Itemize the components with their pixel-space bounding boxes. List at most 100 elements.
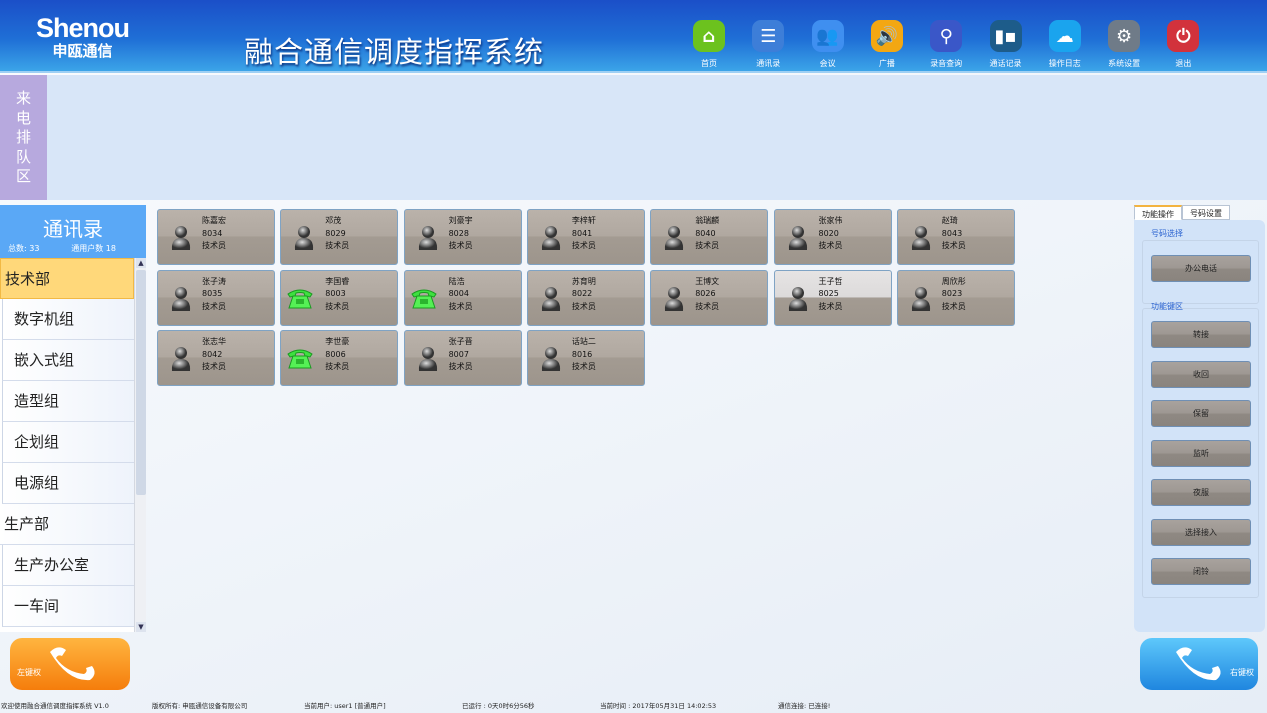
right-key-label: 右键权	[1230, 668, 1254, 677]
function-button[interactable]: 选择接入	[1151, 518, 1251, 546]
extension-card[interactable]: 陆浩 8004 技术员	[403, 269, 522, 326]
function-key-group: 功能键区 转接 收回 保留 监听 夜服 选择接入 闭铃	[1142, 302, 1259, 598]
tree-item[interactable]: 技术部	[0, 258, 134, 299]
extension-name: 张志华	[202, 337, 226, 347]
function-button[interactable]: 夜服	[1151, 479, 1251, 506]
nav-label: 通讯录	[756, 59, 781, 68]
extension-card[interactable]: 周欣彤 8023 技术员	[896, 269, 1015, 326]
extension-card[interactable]: 张子晋 8007 技术员	[403, 330, 522, 387]
speaker-icon: 🔊	[870, 20, 903, 52]
nav-list[interactable]: ☰ 通讯录	[743, 20, 793, 69]
function-button[interactable]: 监听	[1151, 439, 1251, 467]
extension-role: 技术员	[325, 362, 350, 372]
extension-card[interactable]: 张家伟 8020 技术员	[773, 209, 892, 265]
extension-name: 苏育明	[571, 276, 596, 286]
extension-card[interactable]: 王子哲 8025 技术员	[773, 269, 892, 326]
extension-info: 李梓轩 8041 技术员	[572, 215, 596, 253]
function-button[interactable]: 收回	[1151, 360, 1251, 388]
tree-item[interactable]: 嵌入式组	[2, 340, 134, 381]
extension-info: 张家伟 8020 技术员	[819, 215, 843, 253]
extension-ext: 8006	[325, 349, 346, 359]
nav-call-record[interactable]: ▮▪ 通话记录	[981, 20, 1031, 69]
nav-power[interactable]: ⏻ 退出	[1158, 20, 1208, 69]
nav-search[interactable]: ⚲ 录音查询	[921, 20, 971, 69]
tree-item[interactable]: 生产办公室	[2, 545, 134, 586]
scroll-up-icon[interactable]: ▲	[136, 258, 146, 268]
left-key-button[interactable]: 左键权	[10, 638, 130, 690]
tree-scrollbar[interactable]: ▲ ▼	[134, 258, 146, 632]
extension-info: 张志华 8042 技术员	[202, 336, 226, 374]
queue-label-char: 电	[15, 108, 31, 127]
extension-name: 刘豪宇	[448, 216, 473, 225]
nav-gear[interactable]: ⚙ 系统设置	[1099, 20, 1149, 69]
extension-card[interactable]: 赵琦 8043 技术员	[896, 209, 1015, 265]
nav-conference[interactable]: 👥 会议	[803, 20, 853, 69]
tab-0[interactable]: 功能操作	[1134, 205, 1182, 220]
extension-role: 技术员	[325, 301, 350, 311]
extension-card[interactable]: 陈嘉宏 8034 技术员	[157, 209, 275, 265]
right-key-button[interactable]: 右键权	[1140, 638, 1258, 690]
tree-item[interactable]: 企划组	[2, 422, 134, 463]
tree-item[interactable]: 造型组	[2, 381, 134, 422]
extension-role: 技术员	[448, 301, 473, 311]
scroll-down-icon[interactable]: ▼	[136, 622, 146, 632]
extension-card[interactable]: 李国睿 8003 技术员	[280, 269, 399, 326]
status-user: 当前用户: user1 [普通用户]	[304, 702, 386, 710]
nav-home[interactable]: ⌂ 首页	[684, 20, 734, 69]
extension-ext: 8040	[695, 228, 716, 238]
extension-name: 话站二	[571, 337, 596, 347]
nav-speaker[interactable]: 🔊 广播	[862, 20, 912, 69]
extension-info: 翁瑞麟 8040 技术员	[695, 215, 719, 253]
tree-item[interactable]: 生产部	[0, 504, 134, 545]
extension-role: 技术员	[695, 241, 720, 250]
tab-1[interactable]: 号码设置	[1182, 205, 1230, 220]
extension-info: 张子涛 8035 技术员	[202, 276, 226, 314]
function-button[interactable]: 保留	[1151, 400, 1251, 427]
logo: Shenou 申瓯通信	[36, 14, 130, 60]
tree-item[interactable]: 数字机组	[2, 299, 134, 340]
extension-ext: 8023	[941, 289, 963, 299]
extension-info: 王子哲 8025 技术员	[819, 276, 843, 314]
logo-subtext: 申瓯通信	[52, 42, 113, 60]
cloud-icon: ☁	[1048, 20, 1081, 52]
function-button[interactable]: 转接	[1151, 321, 1251, 348]
department-tree: 技术部 数字机组 嵌入式组 造型组 企划组 电源组 生产部 生产办公室 一车间	[0, 258, 134, 627]
extension-name: 赵琦	[941, 216, 958, 225]
extension-name: 周欣彤	[941, 276, 966, 286]
call-queue-label: 来电排队区	[0, 75, 47, 200]
extension-card[interactable]: 苏育明 8022 技术员	[526, 269, 645, 326]
tree-item[interactable]: 电源组	[2, 463, 134, 504]
number-select-label: 号码选择	[1151, 229, 1183, 238]
extension-card[interactable]: 翁瑞麟 8040 技术员	[650, 209, 769, 265]
function-button[interactable]: 闭铃	[1151, 558, 1251, 585]
nav-label: 录音查询	[930, 59, 963, 68]
extension-card[interactable]: 刘豪宇 8028 技术员	[403, 209, 522, 265]
extension-info: 张子晋 8007 技术员	[449, 336, 473, 374]
user-avatar-icon	[788, 286, 808, 312]
extension-role: 技术员	[571, 362, 596, 372]
nav-label: 系统设置	[1108, 59, 1141, 68]
nav-label: 首页	[701, 59, 717, 68]
extension-card[interactable]: 李梓轩 8041 技术员	[526, 209, 645, 265]
extension-info: 李世豪 8006 技术员	[325, 336, 349, 374]
nav-cloud[interactable]: ☁ 操作日志	[1040, 20, 1090, 69]
extension-ext: 8025	[818, 289, 839, 299]
extension-ext: 8026	[695, 289, 716, 299]
office-phone-button[interactable]: 办公电话	[1151, 255, 1251, 282]
extension-card[interactable]: 张子涛 8035 技术员	[157, 269, 275, 326]
extension-card[interactable]: 张志华 8042 技术员	[157, 330, 275, 387]
scroll-thumb[interactable]	[136, 270, 146, 495]
status-bar: 欢迎使用融合通信调度指挥系统 V1.0 版权所有: 申瓯通信设备有限公司 当前用…	[0, 700, 1267, 713]
user-avatar-icon	[664, 286, 684, 312]
user-avatar-icon	[664, 225, 684, 251]
left-key-label: 左键权	[17, 668, 41, 677]
extension-role: 技术员	[202, 301, 226, 311]
extension-role: 技术员	[448, 362, 473, 372]
extension-card[interactable]: 话站二 8016 技术员	[526, 330, 645, 387]
conference-icon: 👥	[811, 20, 844, 52]
total-count: 总数: 33	[8, 244, 40, 253]
extension-card[interactable]: 王博文 8026 技术员	[650, 269, 769, 326]
tree-item[interactable]: 一车间	[2, 586, 134, 627]
extension-card[interactable]: 邓茂 8029 技术员	[280, 209, 399, 265]
extension-card[interactable]: 李世豪 8006 技术员	[280, 330, 399, 387]
